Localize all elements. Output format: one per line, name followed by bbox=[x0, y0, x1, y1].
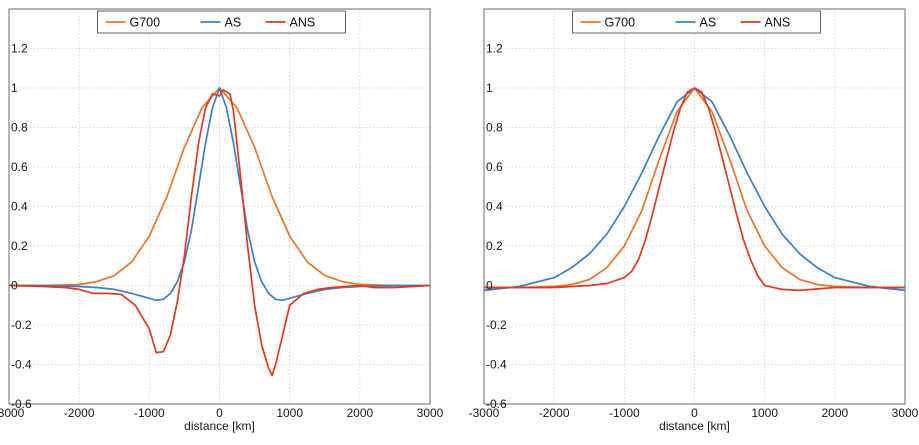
y-tick-label: -0.4 bbox=[486, 358, 507, 372]
y-tick-label: -0.6 bbox=[486, 397, 507, 411]
x-tick-label: -2000 bbox=[64, 406, 95, 420]
y-tick-label: 0 bbox=[11, 279, 18, 293]
y-tick-label: 0 bbox=[486, 279, 493, 293]
y-tick-label: 0.6 bbox=[486, 160, 503, 174]
plot-frame bbox=[483, 8, 906, 405]
y-tick-label: -0.4 bbox=[11, 358, 32, 372]
x-tick-label: 0 bbox=[216, 406, 223, 420]
y-tick-label: 1.2 bbox=[11, 42, 28, 56]
y-tick-label: 1 bbox=[486, 81, 493, 95]
legend-label-as: AS bbox=[225, 16, 242, 30]
legend-label-ans: ANS bbox=[290, 16, 316, 30]
y-tick-label: 1.2 bbox=[486, 42, 503, 56]
x-tick-label: 3000 bbox=[417, 406, 444, 420]
legend-label-ans: ANS bbox=[765, 16, 791, 30]
legend-label-as: AS bbox=[700, 16, 717, 30]
x-tick-label: 3000 bbox=[892, 406, 919, 420]
x-tick-label: 0 bbox=[691, 406, 698, 420]
x-tick-label: -3000 bbox=[469, 406, 500, 420]
legend: G700 AS ANS bbox=[572, 10, 821, 34]
y-tick-label: 1 bbox=[11, 81, 18, 95]
legend-label-g700: G700 bbox=[605, 16, 636, 30]
y-tick-label: -0.2 bbox=[486, 318, 507, 332]
y-tick-label: 0.4 bbox=[11, 200, 28, 214]
legend-box bbox=[97, 10, 346, 34]
plot-frame bbox=[8, 8, 431, 405]
y-tick-label: 0.2 bbox=[486, 239, 503, 253]
x-tick-label: -1000 bbox=[134, 406, 165, 420]
y-tick-label: 0.2 bbox=[11, 239, 28, 253]
y-tick-label: 0.4 bbox=[486, 200, 503, 214]
x-tick-label: 2000 bbox=[346, 406, 373, 420]
chart-panel-2: -0.6 -0.4 -0.2 0 0.2 0.4 0.6 0.8 1 1.2 -3000 -2000 -… bbox=[469, 8, 919, 433]
x-tick-label: -2000 bbox=[539, 406, 570, 420]
x-axis-label: distance [km] bbox=[659, 419, 730, 433]
series-line-ans bbox=[484, 87, 905, 292]
x-axis-label: distance [km] bbox=[184, 419, 255, 433]
y-tick-label: -0.6 bbox=[11, 397, 32, 411]
x-tick-label: 1000 bbox=[751, 406, 778, 420]
legend: G700 AS ANS bbox=[97, 10, 346, 34]
legend-box bbox=[572, 10, 821, 34]
y-tick-label: -0.2 bbox=[11, 318, 32, 332]
y-tick-label: 0.8 bbox=[11, 121, 28, 135]
chart-panel-1: -0.6 -0.4 -0.2 0 0.2 0.4 0.6 0.8 1 1.2 -3000 -2000 -… bbox=[0, 8, 444, 433]
x-tick-label: 1000 bbox=[276, 406, 303, 420]
x-tick-label: -3000 bbox=[0, 406, 25, 420]
x-tick-label: 2000 bbox=[821, 406, 848, 420]
series-line-ans bbox=[8, 89, 431, 377]
legend-label-g700: G700 bbox=[130, 16, 161, 30]
y-tick-label: 0.6 bbox=[11, 160, 28, 174]
y-tick-label: 0.8 bbox=[486, 121, 503, 135]
x-tick-label: -1000 bbox=[609, 406, 640, 420]
